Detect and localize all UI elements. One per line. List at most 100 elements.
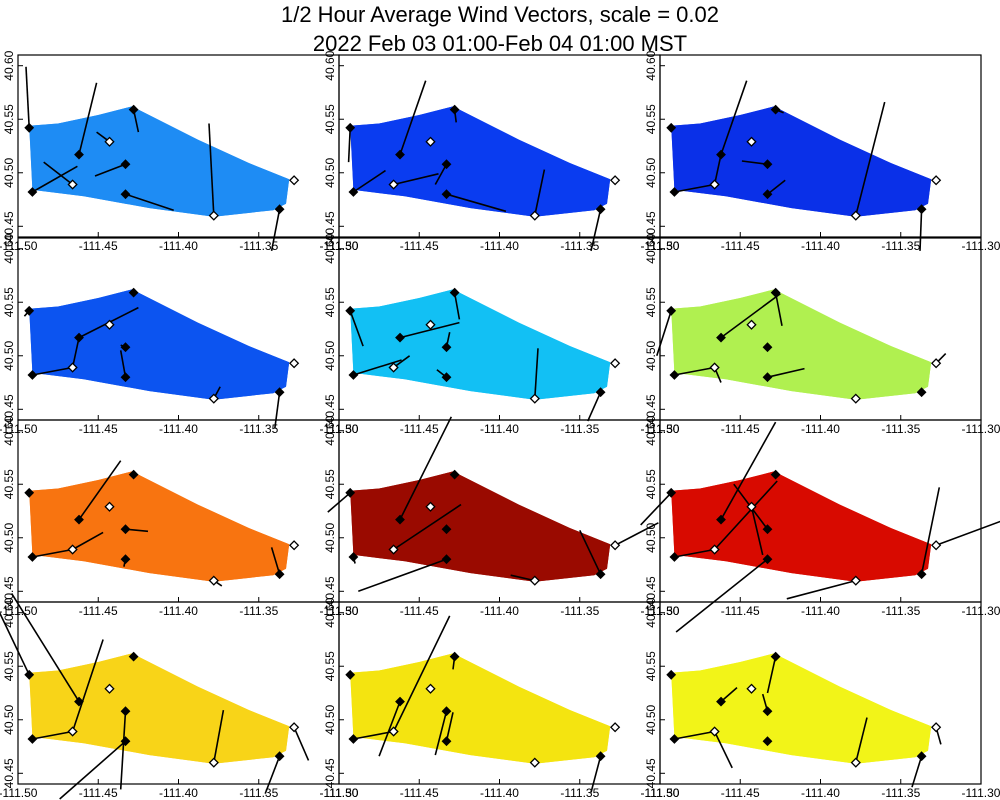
station-marker bbox=[348, 552, 359, 562]
panel-8: -111.50 -111.45 -111.40 -111.35 -111.3040.45… bbox=[320, 415, 680, 618]
station-marker bbox=[746, 683, 757, 694]
station-marker bbox=[716, 696, 726, 707]
station-marker bbox=[388, 544, 399, 555]
y-tick-label: 40.55 bbox=[2, 287, 16, 317]
x-tick-label: -111.35 bbox=[239, 786, 278, 800]
station-marker bbox=[709, 726, 720, 737]
wind-vector bbox=[720, 686, 738, 703]
y-tick-label: 40.55 bbox=[644, 104, 658, 134]
station-marker bbox=[128, 104, 139, 115]
wind-vector bbox=[378, 701, 401, 757]
y-tick-label: 40.60 bbox=[2, 415, 16, 445]
station-marker bbox=[716, 514, 726, 525]
x-tick-label: -111.35 bbox=[881, 239, 920, 253]
panel-11: -111.50 -111.45 -111.40 -111.35 -111.3040.45… bbox=[320, 597, 680, 800]
station-marker bbox=[288, 722, 300, 733]
wind-vector bbox=[579, 529, 602, 575]
wind-field-shade-9 bbox=[671, 471, 932, 582]
wind-vector bbox=[855, 101, 886, 216]
y-tick-label: 40.50 bbox=[323, 522, 337, 552]
panel-1: -111.50 -111.45 -111.40 -111.35 -111.3040.45… bbox=[0, 50, 359, 253]
station-marker bbox=[441, 372, 452, 383]
wind-vector bbox=[767, 179, 786, 195]
station-marker bbox=[449, 651, 460, 662]
panel-2: -111.50 -111.45 -111.40 -111.35 -111.3040.45… bbox=[320, 50, 680, 253]
x-tick-label: -111.35 bbox=[881, 604, 920, 618]
station-marker bbox=[762, 159, 773, 170]
y-tick-label: 40.50 bbox=[644, 157, 658, 187]
wind-field-shade-7 bbox=[29, 471, 290, 582]
wind-field-shade-5 bbox=[350, 289, 611, 400]
x-tick-label: -111.35 bbox=[239, 239, 278, 253]
station-marker bbox=[441, 342, 452, 353]
station-marker bbox=[762, 524, 773, 535]
wind-vector bbox=[674, 183, 715, 193]
wind-vector bbox=[358, 558, 447, 593]
station-marker bbox=[27, 370, 38, 380]
wind-vector bbox=[720, 293, 781, 339]
wind-vector bbox=[446, 193, 507, 213]
x-tick-label: -111.40 bbox=[801, 239, 840, 253]
station-marker bbox=[441, 189, 452, 200]
y-tick-label: 40.60 bbox=[323, 233, 337, 263]
x-tick-label: -111.30 bbox=[320, 786, 359, 800]
station-marker bbox=[388, 179, 399, 190]
station-marker bbox=[120, 736, 131, 747]
wind-vector bbox=[534, 348, 539, 399]
chart-subtitle: 2022 Feb 03 01:00-Feb 04 01:00 MST bbox=[312, 31, 688, 56]
y-tick-label: 40.50 bbox=[323, 157, 337, 187]
x-tick-label: -111.45 bbox=[400, 786, 439, 800]
station-marker bbox=[441, 554, 452, 565]
y-tick-label: 40.55 bbox=[323, 287, 337, 317]
x-tick-label: -111.45 bbox=[721, 786, 760, 800]
station-marker bbox=[529, 757, 540, 768]
y-tick-label: 40.55 bbox=[323, 651, 337, 681]
station-marker bbox=[850, 575, 861, 586]
station-marker bbox=[529, 393, 540, 404]
wind-vector bbox=[534, 169, 546, 216]
y-tick-label: 40.55 bbox=[2, 651, 16, 681]
station-marker bbox=[67, 362, 78, 373]
station-marker bbox=[669, 734, 680, 744]
station-marker bbox=[425, 501, 436, 512]
station-marker bbox=[770, 287, 781, 298]
wind-vector bbox=[353, 730, 394, 740]
wind-vector bbox=[71, 639, 104, 732]
x-tick-label: -111.45 bbox=[721, 239, 760, 253]
wind-vector bbox=[78, 460, 122, 521]
station-marker bbox=[762, 342, 773, 353]
station-marker bbox=[24, 487, 35, 498]
station-marker bbox=[67, 544, 78, 555]
y-tick-label: 40.60 bbox=[644, 233, 658, 263]
y-tick-label: 40.60 bbox=[323, 415, 337, 445]
y-tick-label: 40.60 bbox=[2, 50, 16, 80]
station-marker bbox=[120, 342, 131, 353]
panel-7: -111.50 -111.45 -111.40 -111.35 -111.3040.45… bbox=[0, 415, 359, 618]
station-marker bbox=[345, 122, 356, 133]
wind-vector bbox=[713, 731, 733, 769]
y-tick-label: 40.50 bbox=[323, 704, 337, 734]
station-marker bbox=[609, 358, 621, 369]
station-marker bbox=[609, 540, 621, 551]
wind-vector bbox=[72, 531, 104, 551]
x-tick-label: -111.45 bbox=[400, 239, 439, 253]
wind-vector bbox=[10, 592, 80, 703]
wind-vector bbox=[640, 492, 672, 526]
wind-vector bbox=[32, 366, 73, 376]
station-marker bbox=[128, 287, 139, 298]
station-marker bbox=[208, 393, 219, 404]
y-tick-label: 40.45 bbox=[323, 211, 337, 241]
station-marker bbox=[716, 332, 726, 343]
station-marker bbox=[762, 736, 773, 747]
wind-vector bbox=[293, 726, 310, 761]
wind-vector bbox=[919, 209, 923, 251]
panel-5: -111.50 -111.45 -111.40 -111.35 -111.3040.45… bbox=[320, 233, 680, 436]
station-marker bbox=[762, 554, 773, 565]
station-marker bbox=[609, 175, 621, 186]
station-marker bbox=[395, 696, 405, 707]
x-tick-label: -111.45 bbox=[400, 422, 439, 436]
station-marker bbox=[27, 734, 38, 744]
wind-vector bbox=[774, 292, 783, 326]
station-marker bbox=[104, 501, 115, 512]
